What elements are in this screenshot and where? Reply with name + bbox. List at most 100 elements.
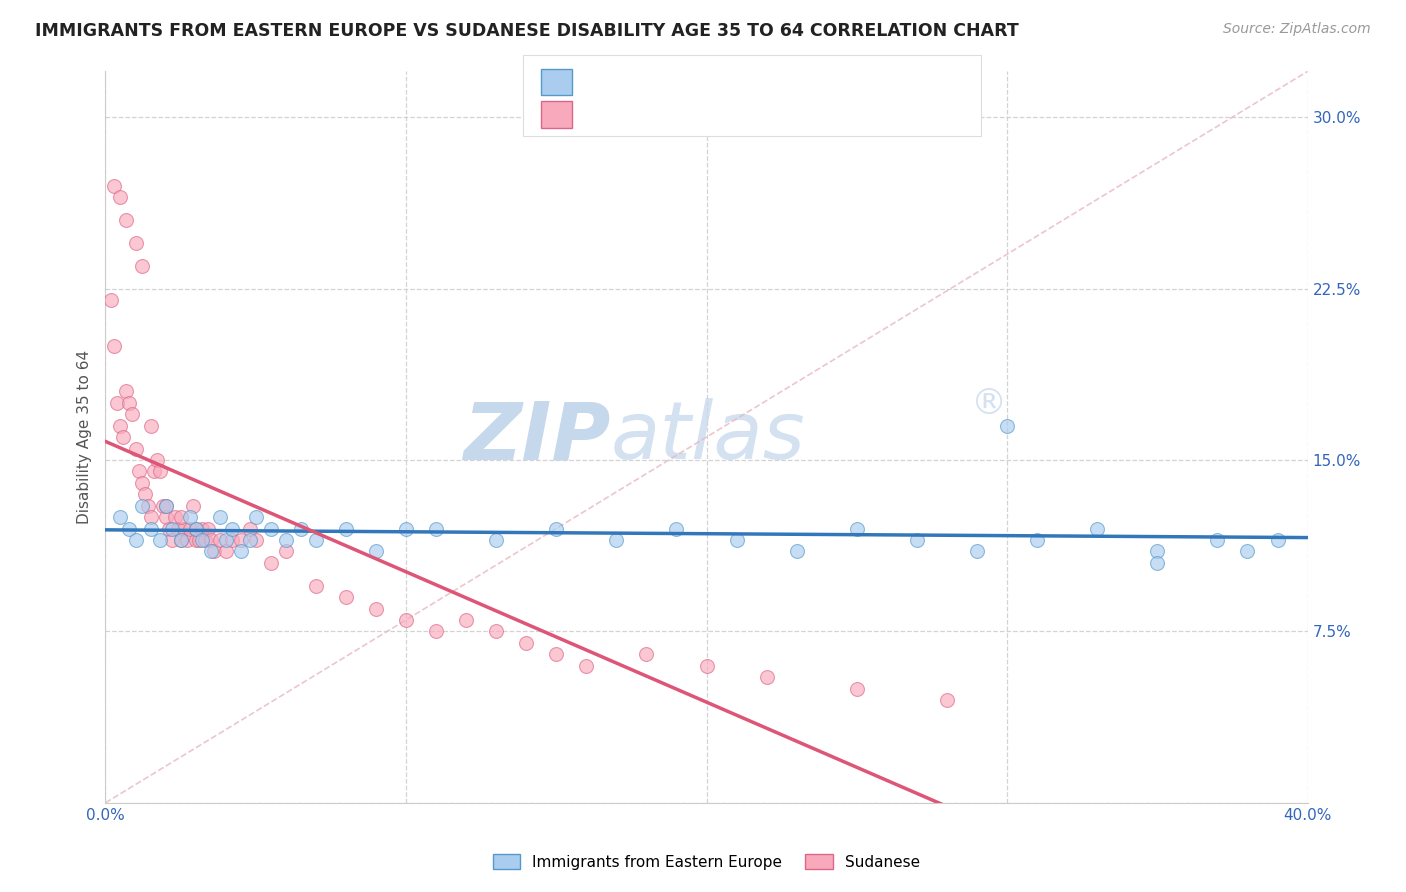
Point <box>966 544 988 558</box>
Point <box>134 487 156 501</box>
Point <box>184 533 207 547</box>
Point <box>169 533 191 547</box>
Point <box>335 521 357 535</box>
Point <box>274 533 297 547</box>
Point <box>1267 533 1289 547</box>
Point <box>179 521 201 535</box>
Point <box>110 510 132 524</box>
Point <box>155 510 177 524</box>
Text: ®: ® <box>972 387 1007 421</box>
Y-axis label: Disability Age 35 to 64: Disability Age 35 to 64 <box>77 350 93 524</box>
Point <box>142 464 165 478</box>
Point <box>131 475 153 490</box>
Point <box>169 510 191 524</box>
Point <box>124 442 146 456</box>
Point <box>425 624 447 639</box>
Point <box>100 293 122 307</box>
Point <box>605 533 627 547</box>
Point <box>181 499 204 513</box>
Point <box>755 670 778 684</box>
Point <box>115 384 138 399</box>
Point <box>1085 521 1108 535</box>
Point <box>173 521 195 535</box>
Point <box>575 658 598 673</box>
Point <box>425 521 447 535</box>
Point <box>208 533 231 547</box>
Point <box>214 544 236 558</box>
Point <box>176 533 198 547</box>
Point <box>515 636 537 650</box>
Point <box>152 499 174 513</box>
Point <box>148 533 170 547</box>
Point <box>194 533 217 547</box>
Point <box>364 544 387 558</box>
Point <box>239 533 262 547</box>
Point <box>184 521 207 535</box>
Point <box>305 533 328 547</box>
Text: ZIP: ZIP <box>463 398 610 476</box>
Point <box>1146 556 1168 570</box>
Legend: Immigrants from Eastern Europe, Sudanese: Immigrants from Eastern Europe, Sudanese <box>486 847 927 876</box>
Point <box>121 407 143 421</box>
Point <box>1146 544 1168 558</box>
Point <box>786 544 808 558</box>
Point <box>128 464 150 478</box>
Point <box>169 533 191 547</box>
Point <box>184 521 207 535</box>
Point <box>245 533 267 547</box>
Point <box>305 579 328 593</box>
Point <box>166 521 188 535</box>
Point <box>118 521 141 535</box>
Point <box>214 533 236 547</box>
Point <box>239 521 262 535</box>
Text: R = -0.040   N = 44: R = -0.040 N = 44 <box>586 69 793 87</box>
Point <box>845 681 868 696</box>
Point <box>200 544 222 558</box>
Point <box>905 533 928 547</box>
Point <box>274 544 297 558</box>
Point <box>103 338 125 352</box>
Point <box>208 510 231 524</box>
Point <box>139 418 162 433</box>
Point <box>112 430 135 444</box>
Point <box>139 521 162 535</box>
Point <box>160 521 183 535</box>
Point <box>115 213 138 227</box>
Text: atlas: atlas <box>610 398 806 476</box>
Point <box>364 601 387 615</box>
Point <box>245 510 267 524</box>
Point <box>221 533 243 547</box>
Point <box>1026 533 1049 547</box>
Point <box>995 418 1018 433</box>
Point <box>155 499 177 513</box>
Point <box>139 510 162 524</box>
Point <box>155 499 177 513</box>
Point <box>160 533 183 547</box>
Point <box>163 510 186 524</box>
Point <box>148 464 170 478</box>
Point <box>395 521 418 535</box>
Point <box>145 453 167 467</box>
Point <box>157 521 180 535</box>
Point <box>136 499 159 513</box>
Point <box>936 693 959 707</box>
Point <box>229 544 252 558</box>
Point <box>131 499 153 513</box>
Point <box>636 647 658 661</box>
Point <box>290 521 312 535</box>
Point <box>190 533 212 547</box>
Point <box>1236 544 1258 558</box>
Point <box>118 396 141 410</box>
Point <box>110 418 132 433</box>
Point <box>229 533 252 547</box>
Point <box>546 521 568 535</box>
Point <box>221 521 243 535</box>
Text: IMMIGRANTS FROM EASTERN EUROPE VS SUDANESE DISABILITY AGE 35 TO 64 CORRELATION C: IMMIGRANTS FROM EASTERN EUROPE VS SUDANE… <box>35 22 1019 40</box>
Point <box>725 533 748 547</box>
Point <box>190 521 212 535</box>
Point <box>187 533 209 547</box>
Point <box>1206 533 1229 547</box>
Point <box>124 533 146 547</box>
Point <box>260 521 283 535</box>
Point <box>395 613 418 627</box>
